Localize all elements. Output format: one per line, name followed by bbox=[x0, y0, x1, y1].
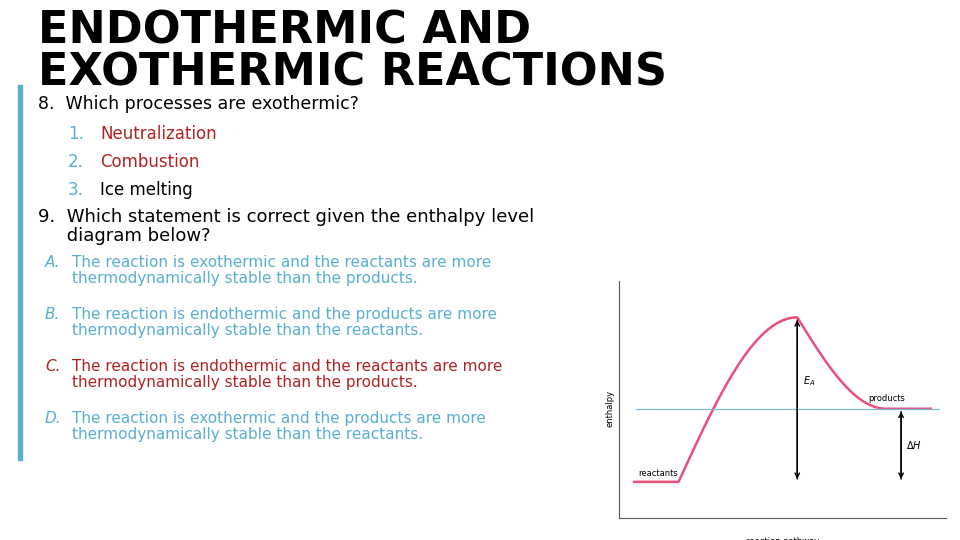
Text: C.: C. bbox=[45, 359, 60, 374]
Text: $\Delta H$: $\Delta H$ bbox=[905, 440, 922, 451]
Text: D.: D. bbox=[45, 411, 61, 426]
Text: 9.  Which statement is correct given the enthalpy level: 9. Which statement is correct given the … bbox=[38, 208, 535, 226]
Text: B.: B. bbox=[45, 307, 60, 322]
Text: thermodynamically stable than the products.: thermodynamically stable than the produc… bbox=[72, 375, 418, 390]
Text: 8.  Which processes are exothermic?: 8. Which processes are exothermic? bbox=[38, 95, 359, 113]
Text: 1.: 1. bbox=[68, 125, 84, 143]
Text: The reaction is endothermic and the products are more: The reaction is endothermic and the prod… bbox=[72, 307, 497, 322]
Text: Ice melting: Ice melting bbox=[100, 181, 193, 199]
Text: 2.: 2. bbox=[68, 153, 84, 171]
Text: 3.: 3. bbox=[68, 181, 84, 199]
Text: reactants: reactants bbox=[638, 469, 678, 478]
Text: thermodynamically stable than the reactants.: thermodynamically stable than the reacta… bbox=[72, 323, 423, 338]
Text: EXOTHERMIC REACTIONS: EXOTHERMIC REACTIONS bbox=[38, 52, 667, 95]
Text: A.: A. bbox=[45, 255, 60, 270]
Bar bbox=[18, 85, 22, 460]
Text: The reaction is endothermic and the reactants are more: The reaction is endothermic and the reac… bbox=[72, 359, 502, 374]
Text: products: products bbox=[869, 394, 905, 403]
Text: Neutralization: Neutralization bbox=[100, 125, 217, 143]
Text: The reaction is exothermic and the products are more: The reaction is exothermic and the produ… bbox=[72, 411, 486, 426]
Text: thermodynamically stable than the reactants.: thermodynamically stable than the reacta… bbox=[72, 427, 423, 442]
Text: $E_A$: $E_A$ bbox=[804, 374, 815, 388]
Text: diagram below?: diagram below? bbox=[38, 227, 210, 245]
Text: Combustion: Combustion bbox=[100, 153, 200, 171]
Text: ENDOTHERMIC AND: ENDOTHERMIC AND bbox=[38, 10, 531, 53]
Text: enthalpy: enthalpy bbox=[606, 390, 614, 427]
Text: reaction pathway: reaction pathway bbox=[746, 537, 819, 540]
Text: The reaction is exothermic and the reactants are more: The reaction is exothermic and the react… bbox=[72, 255, 492, 270]
Text: thermodynamically stable than the products.: thermodynamically stable than the produc… bbox=[72, 271, 418, 286]
